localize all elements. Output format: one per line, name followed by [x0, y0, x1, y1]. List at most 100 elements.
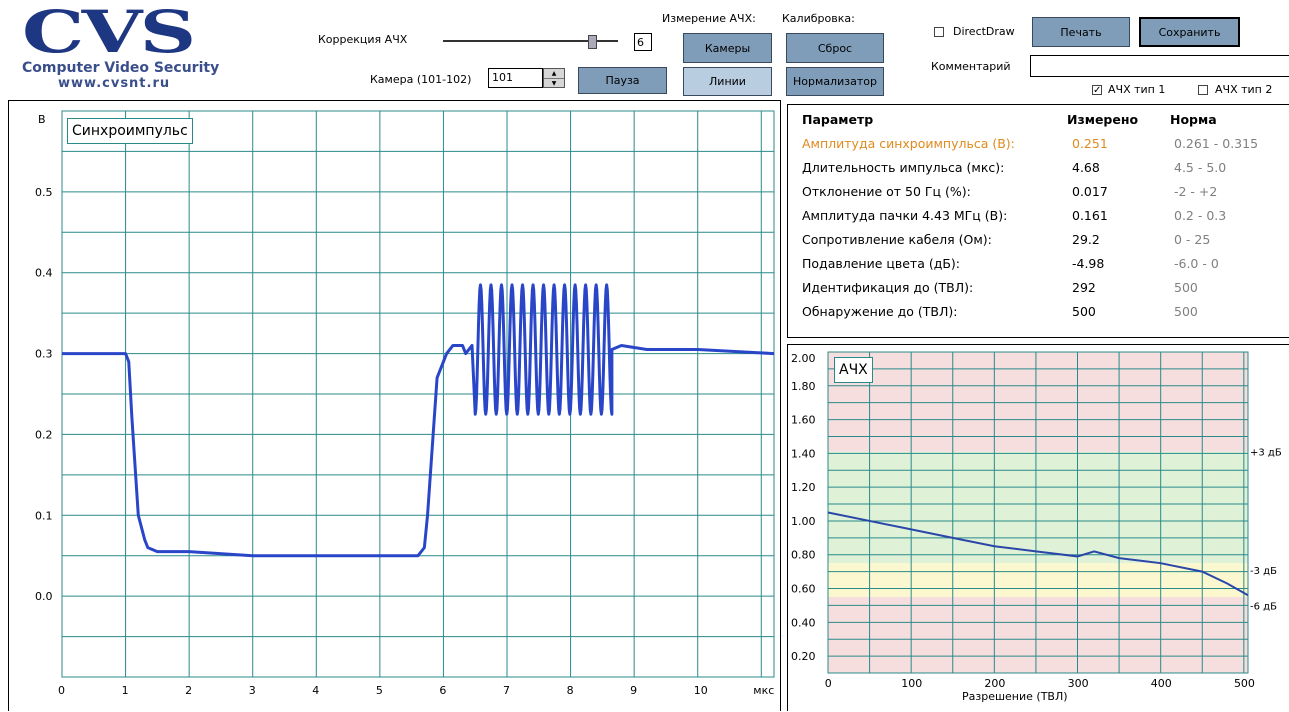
- param-measured: 500: [1072, 304, 1096, 319]
- header-measured: Измерено: [1067, 112, 1139, 127]
- param-measured: 0.251: [1072, 136, 1108, 151]
- x-tick-label: 300: [1068, 677, 1089, 690]
- x-tick-label: 2: [185, 684, 192, 697]
- x-tick-label: 200: [984, 677, 1005, 690]
- param-name: Идентификация до (ТВЛ):: [802, 280, 974, 295]
- afc-chart-panel: 2.00 1.80 1.60 1.40 1.20 1.00 0.80 0.60 0.40 0.20…: [787, 344, 1289, 711]
- db-label: +3 дБ: [1250, 448, 1282, 459]
- directdraw-label: DirectDraw: [953, 25, 1015, 38]
- plot-frame: [61, 110, 775, 678]
- afc-band: [828, 569, 1248, 597]
- y-tick-label: 0.2: [35, 428, 53, 441]
- afc-band: [828, 563, 1248, 570]
- x-tick-label: 500: [1234, 677, 1255, 690]
- param-name: Подавление цвета (дБ):: [802, 256, 961, 271]
- param-measured: 4.68: [1072, 160, 1100, 175]
- param-name: Амплитуда пачки 4.43 МГц (В):: [802, 208, 1008, 223]
- param-name: Обнаружение до (ТВЛ):: [802, 304, 958, 319]
- logo-subtitle: Computer Video Security: [22, 60, 220, 76]
- y-tick-label: 0.80: [791, 549, 816, 562]
- x-tick-label: 0: [58, 684, 65, 697]
- sync-waveform-line: [62, 283, 775, 558]
- x-tick-label: 8: [567, 684, 574, 697]
- db-label: -6 дБ: [1250, 601, 1277, 612]
- x-tick-label: 3: [249, 684, 256, 697]
- param-norm: 4.5 - 5.0: [1174, 160, 1227, 175]
- slider-thumb[interactable]: [587, 35, 597, 49]
- param-name: Отклонение от 50 Гц (%):: [802, 184, 971, 199]
- correction-slider[interactable]: [443, 35, 618, 49]
- y-tick-label: 2.00: [791, 352, 816, 365]
- afc-chart-title: АЧХ: [834, 357, 873, 383]
- print-button[interactable]: Печать: [1032, 17, 1130, 47]
- calibration-label: Калибровка:: [782, 12, 855, 25]
- afc-type1-checkbox[interactable]: ✓: [1092, 85, 1102, 96]
- save-button[interactable]: Сохранить: [1139, 17, 1240, 47]
- spin-down-icon[interactable]: ▼: [551, 80, 557, 87]
- x-tick-label: 9: [630, 684, 637, 697]
- afc-band: [828, 596, 1248, 673]
- y-tick-label: 1.80: [791, 380, 816, 393]
- x-tick-label: 4: [312, 684, 319, 697]
- spin-up-icon[interactable]: ▲: [544, 69, 564, 79]
- y-axis-label: В: [38, 113, 46, 126]
- x-tick-label: 400: [1151, 677, 1172, 690]
- x-tick-label: 7: [503, 684, 510, 697]
- pause-button[interactable]: Пауза: [578, 67, 667, 94]
- param-name: Длительность импульса (мкс):: [802, 160, 1005, 175]
- param-measured: -4.98: [1072, 256, 1105, 271]
- x-tick-label: 5: [376, 684, 383, 697]
- x-axis-label: Разрешение (ТВЛ): [962, 690, 1068, 703]
- param-norm: -2 - +2: [1174, 184, 1218, 199]
- param-norm: 0.2 - 0.3: [1174, 208, 1227, 223]
- camera-spinner[interactable]: ▲ ▼: [543, 68, 565, 88]
- lines-button[interactable]: Линии: [683, 67, 772, 96]
- logo-mark: CVS: [22, 0, 196, 66]
- x-tick-label: 100: [901, 677, 922, 690]
- param-norm: 0 - 25: [1174, 232, 1211, 247]
- y-tick-label: 0.40: [791, 616, 816, 629]
- y-tick-label: 0.1: [35, 509, 53, 522]
- x-tick-label: 1: [122, 684, 129, 697]
- db-label: -3 дБ: [1250, 566, 1277, 577]
- afc-type2-checkbox[interactable]: [1198, 85, 1208, 95]
- params-panel: [787, 104, 1289, 338]
- y-tick-label: 1.60: [791, 414, 816, 427]
- comment-field[interactable]: [1030, 55, 1289, 77]
- param-norm: 0.261 - 0.315: [1174, 136, 1259, 151]
- y-tick-label: 0.0: [35, 590, 53, 603]
- logo-url: www.cvsnt.ru: [58, 76, 171, 91]
- param-norm: 500: [1174, 304, 1198, 319]
- reset-button[interactable]: Сброс: [786, 33, 884, 63]
- sync-chart-title: Синхроимпульс: [67, 118, 193, 144]
- afc-type1-label: АЧХ тип 1: [1108, 83, 1166, 96]
- param-name: Амплитуда синхроимпульса (В):: [802, 136, 1015, 151]
- camera-field[interactable]: 101: [488, 68, 543, 88]
- header-norm: Норма: [1170, 112, 1217, 127]
- correction-label: Коррекция АЧХ: [318, 33, 408, 46]
- y-tick-label: 0.5: [35, 186, 53, 199]
- param-measured: 292: [1072, 280, 1096, 295]
- y-tick-label: 1.40: [791, 447, 816, 460]
- x-tick-label: 6: [439, 684, 446, 697]
- comment-label: Комментарий: [931, 60, 1011, 73]
- afc-chart: 2.00 1.80 1.60 1.40 1.20 1.00 0.80 0.60 0.40 0.20…: [791, 351, 1282, 703]
- x-axis-label: мкс: [753, 684, 774, 697]
- param-measured: 0.017: [1072, 184, 1108, 199]
- directdraw-checkbox[interactable]: [934, 27, 944, 37]
- measure-label: Измерение АЧХ:: [662, 12, 756, 25]
- x-tick-label: 0: [825, 677, 832, 690]
- cameras-button[interactable]: Камеры: [683, 33, 772, 63]
- camera-label: Камера (101-102): [370, 73, 472, 86]
- y-tick-label: 1.20: [791, 481, 816, 494]
- y-tick-label: 0.3: [35, 348, 53, 361]
- afc-band: [828, 451, 1248, 564]
- normalizer-button[interactable]: Нормализатор: [786, 67, 884, 96]
- param-measured: 0.161: [1072, 208, 1108, 223]
- y-tick-label: 0.4: [35, 267, 53, 280]
- correction-value-field[interactable]: 6: [634, 33, 652, 51]
- y-tick-label: 1.00: [791, 515, 816, 528]
- param-norm: 500: [1174, 280, 1198, 295]
- y-tick-label: 0.60: [791, 583, 816, 596]
- header-param: Параметр: [802, 112, 874, 127]
